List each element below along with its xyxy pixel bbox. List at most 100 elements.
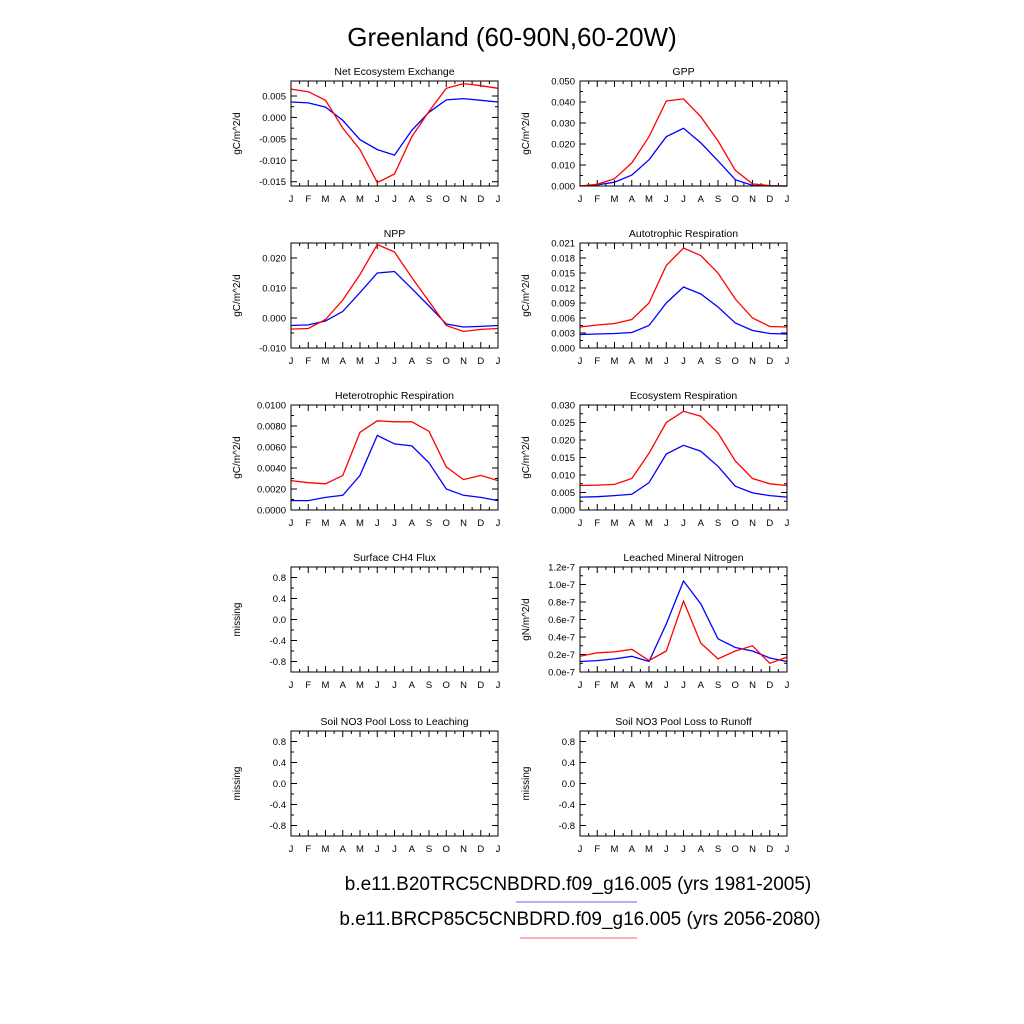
y-tick-label: 0.015 xyxy=(551,269,575,280)
y-axis-label: missing xyxy=(232,767,243,801)
y-tick-label: 0.8 xyxy=(273,737,286,748)
y-tick-label: 0.4e-7 xyxy=(548,633,575,644)
x-tick-label: J xyxy=(578,518,583,529)
x-tick-label: N xyxy=(460,844,467,855)
plot-frame xyxy=(579,242,788,349)
x-tick-label: D xyxy=(766,194,773,205)
panel-title: NPP xyxy=(384,228,406,240)
panel-8: Leached Mineral Nitrogen gN/m^2/d 0.0e-7 0.… xyxy=(521,552,790,691)
x-tick-label: O xyxy=(443,518,450,529)
x-tick-label: A xyxy=(629,518,636,529)
y-axis-label: gC/m^2/d xyxy=(521,112,532,155)
x-tick-label: J xyxy=(392,356,397,367)
x-tick-label: M xyxy=(611,844,619,855)
series-line-2 xyxy=(290,243,499,333)
x-tick-label: M xyxy=(356,518,364,529)
legend: b.e11.B20TRC5CNBDRD.f09_g16.005 (yrs 198… xyxy=(339,874,821,939)
x-tick-label: A xyxy=(629,680,636,691)
y-tick-label: 0.0000 xyxy=(257,506,286,517)
y-tick-label: 0.4 xyxy=(273,758,286,769)
x-tick-label: M xyxy=(356,680,364,691)
x-tick-label: J xyxy=(664,844,669,855)
x-tick-label: A xyxy=(698,194,705,205)
y-tick-label: 0.020 xyxy=(551,140,575,151)
y-tick-label: 0.015 xyxy=(551,453,575,464)
x-tick-label: J xyxy=(578,844,583,855)
x-tick-label: A xyxy=(409,356,416,367)
y-tick-label: 0.4 xyxy=(273,594,286,605)
figure-title: Greenland (60-90N,60-20W) xyxy=(347,22,677,52)
panel-title: Net Ecosystem Exchange xyxy=(334,66,454,78)
y-tick-label: -0.4 xyxy=(270,800,286,811)
x-tick-label: M xyxy=(645,356,653,367)
y-tick-label: -0.8 xyxy=(559,821,575,832)
y-tick-label: 0.0080 xyxy=(257,422,286,433)
x-tick-label: J xyxy=(392,194,397,205)
y-tick-label: 0.050 xyxy=(551,77,575,88)
x-tick-label: J xyxy=(392,680,397,691)
y-tick-label: 0.010 xyxy=(262,284,286,295)
plot-frame xyxy=(290,566,499,673)
x-tick-label: J xyxy=(681,194,686,205)
panel-2: GPP gC/m^2/d 0.000 0.010 0.020 0.030 0.040 0.05… xyxy=(521,66,790,205)
x-tick-label: D xyxy=(766,680,773,691)
x-tick-label: S xyxy=(715,844,721,855)
x-tick-label: M xyxy=(611,680,619,691)
x-tick-label: D xyxy=(766,518,773,529)
y-tick-label: -0.4 xyxy=(559,800,575,811)
x-tick-label: J xyxy=(578,356,583,367)
y-tick-label: -0.010 xyxy=(259,156,286,167)
x-tick-label: F xyxy=(305,518,311,529)
y-tick-label: 0.018 xyxy=(551,254,575,265)
x-tick-label: M xyxy=(356,194,364,205)
x-tick-label: S xyxy=(426,518,432,529)
y-tick-label: 0.8 xyxy=(273,573,286,584)
x-tick-label: A xyxy=(409,518,416,529)
panel-title: Leached Mineral Nitrogen xyxy=(623,552,743,564)
x-tick-label: J xyxy=(664,194,669,205)
panel-title: Surface CH4 Flux xyxy=(353,552,437,564)
x-tick-label: S xyxy=(715,194,721,205)
y-tick-label: -0.4 xyxy=(270,636,286,647)
plot-frame xyxy=(579,80,788,187)
x-tick-label: D xyxy=(477,518,484,529)
y-tick-label: 0.000 xyxy=(551,182,575,193)
x-tick-label: A xyxy=(629,356,636,367)
x-tick-label: J xyxy=(289,844,294,855)
series-line-1 xyxy=(290,270,499,328)
x-tick-label: J xyxy=(785,518,790,529)
y-tick-label: 0.0100 xyxy=(257,401,286,412)
x-tick-label: J xyxy=(496,194,501,205)
x-tick-label: J xyxy=(785,844,790,855)
x-tick-label: M xyxy=(645,518,653,529)
x-tick-label: M xyxy=(611,194,619,205)
y-tick-label: 0.005 xyxy=(262,92,286,103)
x-tick-label: M xyxy=(645,680,653,691)
x-tick-label: O xyxy=(732,194,739,205)
y-tick-label: 0.010 xyxy=(551,471,575,482)
y-tick-label: 0.2e-7 xyxy=(548,650,575,661)
x-tick-label: F xyxy=(594,844,600,855)
x-tick-label: O xyxy=(443,680,450,691)
x-tick-label: S xyxy=(715,518,721,529)
series-line-1 xyxy=(579,127,787,187)
x-tick-label: J xyxy=(496,356,501,367)
series-line-1 xyxy=(579,444,788,498)
series-line-1 xyxy=(579,286,788,336)
y-tick-label: 0.006 xyxy=(551,314,575,325)
y-axis-label: gC/m^2/d xyxy=(232,274,243,317)
x-tick-label: N xyxy=(749,844,756,855)
plot-frame xyxy=(579,566,788,673)
x-tick-label: J xyxy=(289,518,294,529)
series-line-1 xyxy=(579,579,788,663)
series-line-2 xyxy=(579,98,788,187)
x-tick-label: A xyxy=(409,680,416,691)
x-tick-label: J xyxy=(578,680,583,691)
x-tick-label: J xyxy=(785,194,790,205)
x-tick-label: A xyxy=(629,844,636,855)
panel-10: Soil NO3 Pool Loss to Runoff missing -0.8 -… xyxy=(521,716,790,855)
x-tick-label: F xyxy=(594,518,600,529)
y-tick-label: 0.0020 xyxy=(257,485,286,496)
y-tick-label: -0.8 xyxy=(270,821,286,832)
